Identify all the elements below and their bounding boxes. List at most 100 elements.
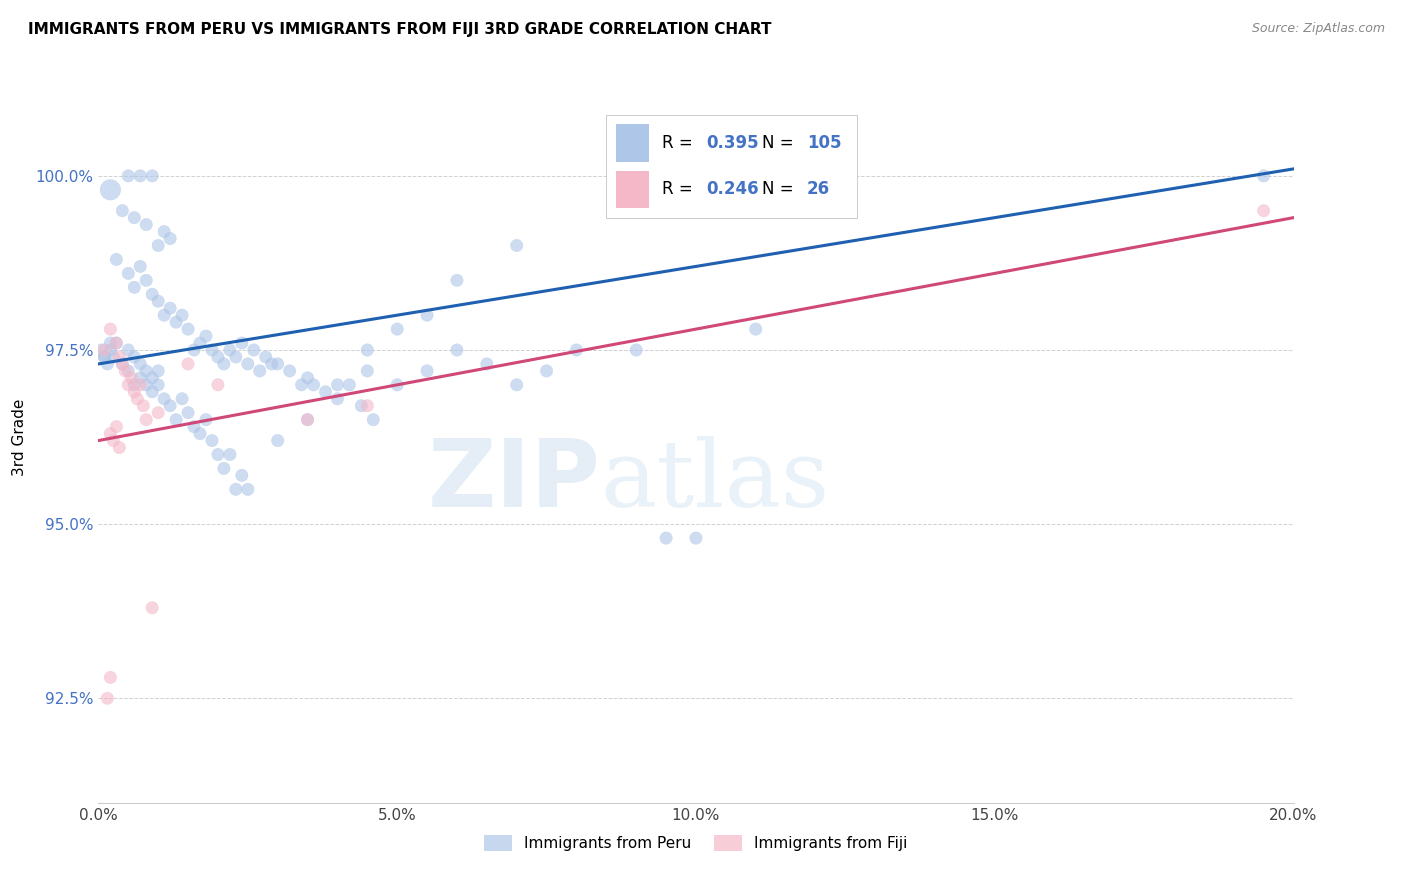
Point — [105, 336, 128, 351]
Point — [141, 287, 163, 301]
Point — [565, 343, 588, 357]
Point — [506, 377, 529, 392]
Point — [267, 434, 290, 448]
Point — [93, 350, 115, 364]
Point — [212, 461, 235, 475]
Point — [114, 364, 136, 378]
Point — [103, 434, 125, 448]
Point — [108, 441, 131, 455]
Point — [183, 419, 205, 434]
Point — [1253, 169, 1275, 183]
Point — [117, 169, 139, 183]
Point — [148, 294, 170, 309]
Point — [93, 343, 115, 357]
Point — [188, 426, 211, 441]
Point — [120, 371, 142, 385]
Point — [103, 350, 125, 364]
Point — [506, 238, 529, 252]
Text: Source: ZipAtlas.com: Source: ZipAtlas.com — [1251, 22, 1385, 36]
Point — [356, 364, 378, 378]
Point — [129, 371, 152, 385]
Point — [148, 406, 170, 420]
Point — [98, 336, 122, 351]
Point — [195, 412, 218, 426]
Point — [141, 600, 163, 615]
Point — [98, 426, 122, 441]
Point — [195, 329, 218, 343]
Point — [260, 357, 283, 371]
Point — [96, 357, 118, 371]
Point — [201, 343, 224, 357]
Point — [135, 412, 157, 426]
Text: atlas: atlas — [600, 436, 830, 526]
Point — [135, 218, 157, 232]
Point — [135, 364, 157, 378]
Point — [207, 377, 229, 392]
Point — [111, 203, 134, 218]
Y-axis label: 3rd Grade: 3rd Grade — [13, 399, 27, 475]
Point — [745, 322, 768, 336]
Point — [153, 392, 176, 406]
Point — [236, 357, 259, 371]
Point — [446, 343, 468, 357]
Point — [165, 315, 187, 329]
Point — [207, 350, 229, 364]
Point — [96, 691, 118, 706]
Point — [153, 308, 176, 322]
Point — [315, 384, 337, 399]
Point — [148, 377, 170, 392]
Text: ZIP: ZIP — [427, 435, 600, 527]
Point — [416, 308, 439, 322]
Point — [225, 483, 247, 497]
Point — [129, 357, 152, 371]
Point — [177, 322, 200, 336]
Point — [105, 336, 128, 351]
Point — [231, 336, 253, 351]
Point — [172, 392, 194, 406]
Point — [124, 384, 146, 399]
Point — [212, 357, 235, 371]
Point — [183, 343, 205, 357]
Point — [177, 357, 200, 371]
Point — [141, 169, 163, 183]
Point — [243, 343, 266, 357]
Point — [302, 377, 325, 392]
Point — [278, 364, 301, 378]
Point — [93, 350, 115, 364]
Point — [129, 169, 152, 183]
Point — [141, 371, 163, 385]
Point — [350, 399, 373, 413]
Point — [188, 336, 211, 351]
Point — [446, 273, 468, 287]
Point — [231, 468, 253, 483]
Point — [117, 377, 139, 392]
Point — [297, 412, 319, 426]
Point — [385, 377, 409, 392]
Point — [177, 406, 200, 420]
Point — [326, 377, 349, 392]
Legend: Immigrants from Peru, Immigrants from Fiji: Immigrants from Peru, Immigrants from Fi… — [478, 830, 914, 857]
Point — [475, 357, 498, 371]
Point — [291, 377, 314, 392]
Point — [111, 357, 134, 371]
Point — [117, 364, 139, 378]
Point — [90, 343, 112, 357]
Point — [159, 301, 181, 316]
Point — [267, 357, 290, 371]
Point — [124, 377, 146, 392]
Point — [111, 357, 134, 371]
Point — [135, 273, 157, 287]
Point — [655, 531, 678, 545]
Point — [165, 412, 187, 426]
Point — [148, 238, 170, 252]
Point — [326, 392, 349, 406]
Point — [153, 225, 176, 239]
Point — [356, 343, 378, 357]
Point — [685, 531, 707, 545]
Point — [297, 412, 319, 426]
Point — [127, 392, 149, 406]
Point — [201, 434, 224, 448]
Point — [626, 343, 648, 357]
Point — [236, 483, 259, 497]
Point — [105, 252, 128, 267]
